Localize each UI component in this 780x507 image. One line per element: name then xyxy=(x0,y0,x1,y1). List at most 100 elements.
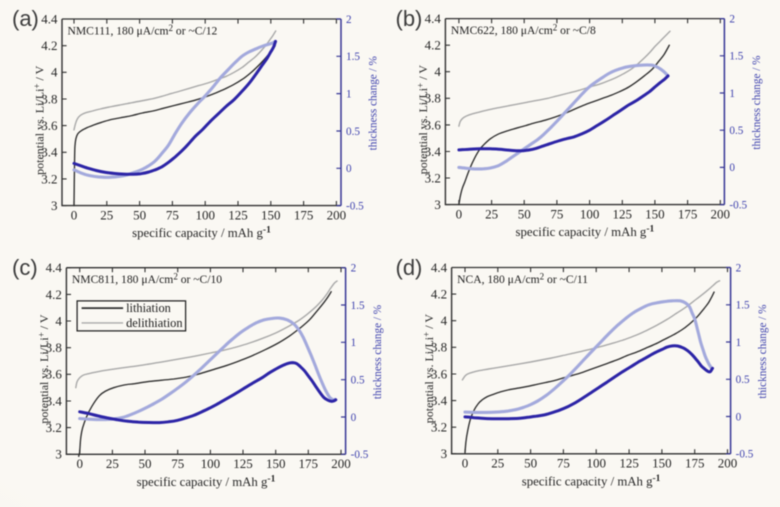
svg-text:200: 200 xyxy=(711,206,731,221)
svg-text:3.8: 3.8 xyxy=(425,91,441,106)
svg-text:0.5: 0.5 xyxy=(729,125,743,137)
svg-text:0.5: 0.5 xyxy=(351,375,365,387)
svg-text:-0.5: -0.5 xyxy=(729,199,747,211)
svg-text:3.6: 3.6 xyxy=(431,366,448,381)
svg-text:thickness change / %: thickness change / % xyxy=(372,305,384,399)
svg-text:3: 3 xyxy=(51,198,58,213)
svg-text:2: 2 xyxy=(729,13,735,25)
svg-text:3: 3 xyxy=(434,197,441,212)
svg-text:100: 100 xyxy=(195,207,215,222)
svg-text:0: 0 xyxy=(736,411,742,423)
svg-text:2: 2 xyxy=(351,263,357,275)
svg-text:potential vs. Li/Li+ / V: potential vs. Li/Li+ / V xyxy=(36,314,51,424)
svg-text:4: 4 xyxy=(51,65,58,80)
svg-text:1.5: 1.5 xyxy=(346,51,360,63)
svg-text:150: 150 xyxy=(652,456,672,471)
svg-text:75: 75 xyxy=(166,207,179,222)
svg-text:1: 1 xyxy=(736,337,742,349)
svg-text:4: 4 xyxy=(441,313,448,328)
svg-text:4.2: 4.2 xyxy=(41,38,57,53)
svg-text:150: 150 xyxy=(261,207,281,222)
svg-text:specific capacity / mAh g-1: specific capacity / mAh g-1 xyxy=(132,226,271,241)
svg-text:200: 200 xyxy=(327,207,347,222)
svg-text:1: 1 xyxy=(729,88,735,100)
svg-text:3: 3 xyxy=(441,446,448,461)
svg-text:potential vs. Li/Li+ / V: potential vs. Li/Li+ / V xyxy=(32,65,47,175)
svg-text:4.2: 4.2 xyxy=(431,287,447,302)
svg-text:delithiation: delithiation xyxy=(126,316,182,330)
svg-text:125: 125 xyxy=(613,206,633,221)
svg-text:3.2: 3.2 xyxy=(46,420,62,435)
svg-text:0: 0 xyxy=(351,412,357,424)
svg-text:200: 200 xyxy=(331,456,351,471)
svg-text:50: 50 xyxy=(139,456,152,471)
svg-text:1.5: 1.5 xyxy=(351,300,365,312)
svg-text:50: 50 xyxy=(133,207,146,222)
svg-text:3.8: 3.8 xyxy=(46,340,62,355)
svg-text:1: 1 xyxy=(346,88,352,100)
svg-text:2: 2 xyxy=(736,262,742,274)
svg-text:0.5: 0.5 xyxy=(346,126,360,138)
svg-text:1.5: 1.5 xyxy=(736,300,750,312)
svg-text:(b): (b) xyxy=(396,6,423,31)
svg-text:3: 3 xyxy=(55,447,62,462)
svg-text:3.8: 3.8 xyxy=(431,340,447,355)
svg-text:3.8: 3.8 xyxy=(41,91,57,106)
svg-text:100: 100 xyxy=(201,456,221,471)
svg-text:25: 25 xyxy=(106,456,119,471)
svg-text:4.2: 4.2 xyxy=(46,287,62,302)
svg-text:3.2: 3.2 xyxy=(41,171,57,186)
svg-text:25: 25 xyxy=(100,207,113,222)
svg-text:lithiation: lithiation xyxy=(126,301,171,315)
svg-text:0: 0 xyxy=(729,162,735,174)
svg-text:thickness change / %: thickness change / % xyxy=(368,56,380,150)
svg-text:4.2: 4.2 xyxy=(425,38,441,53)
svg-text:3.2: 3.2 xyxy=(425,170,441,185)
svg-text:specific capacity / mAh g-1: specific capacity / mAh g-1 xyxy=(516,225,655,240)
svg-text:NMC622, 180 μA/cm2 or ~C/8: NMC622, 180 μA/cm2 or ~C/8 xyxy=(451,23,596,38)
svg-text:specific capacity / mAh g-1: specific capacity / mAh g-1 xyxy=(522,474,661,489)
svg-text:4: 4 xyxy=(55,313,62,328)
svg-text:NMC811, 180 μA/cm2 or ~C/10: NMC811, 180 μA/cm2 or ~C/10 xyxy=(72,272,222,287)
svg-text:0: 0 xyxy=(76,456,83,471)
svg-text:potential vs. Li/Li+ / V: potential vs. Li/Li+ / V xyxy=(422,314,437,424)
svg-text:-0.5: -0.5 xyxy=(736,449,754,461)
svg-text:25: 25 xyxy=(491,456,504,471)
svg-text:175: 175 xyxy=(299,456,319,471)
svg-text:3.4: 3.4 xyxy=(431,393,448,408)
svg-text:0: 0 xyxy=(462,456,469,471)
svg-text:NCA, 180 μA/cm2 or ~C/11: NCA, 180 μA/cm2 or ~C/11 xyxy=(457,271,588,286)
svg-text:150: 150 xyxy=(645,206,665,221)
svg-text:(a): (a) xyxy=(12,6,39,31)
svg-text:25: 25 xyxy=(485,206,498,221)
svg-text:0: 0 xyxy=(456,206,463,221)
svg-text:75: 75 xyxy=(171,456,184,471)
svg-text:4: 4 xyxy=(434,64,441,79)
svg-text:-0.5: -0.5 xyxy=(351,449,369,461)
svg-text:3.2: 3.2 xyxy=(431,420,447,435)
svg-text:75: 75 xyxy=(557,456,570,471)
svg-text:(d): (d) xyxy=(396,255,423,280)
svg-text:4.4: 4.4 xyxy=(41,11,58,26)
svg-text:3.4: 3.4 xyxy=(425,144,442,159)
svg-text:specific capacity / mAh g-1: specific capacity / mAh g-1 xyxy=(137,474,276,489)
svg-text:4.4: 4.4 xyxy=(431,260,448,275)
svg-text:125: 125 xyxy=(228,207,248,222)
svg-text:100: 100 xyxy=(580,206,600,221)
svg-text:3.6: 3.6 xyxy=(46,367,63,382)
svg-text:200: 200 xyxy=(718,456,738,471)
svg-text:75: 75 xyxy=(550,206,563,221)
svg-text:125: 125 xyxy=(619,456,639,471)
svg-text:0: 0 xyxy=(71,207,78,222)
svg-text:4.4: 4.4 xyxy=(46,260,63,275)
svg-text:175: 175 xyxy=(678,206,698,221)
svg-text:1.5: 1.5 xyxy=(729,51,743,63)
svg-text:3.6: 3.6 xyxy=(41,118,58,133)
svg-text:thickness change / %: thickness change / % xyxy=(757,305,769,399)
svg-text:potential vs. Li/Li+ / V: potential vs. Li/Li+ / V xyxy=(415,65,430,175)
svg-text:175: 175 xyxy=(685,456,705,471)
svg-text:1: 1 xyxy=(351,337,357,349)
svg-text:3.4: 3.4 xyxy=(46,393,63,408)
svg-text:3.4: 3.4 xyxy=(41,145,58,160)
svg-text:50: 50 xyxy=(518,206,531,221)
